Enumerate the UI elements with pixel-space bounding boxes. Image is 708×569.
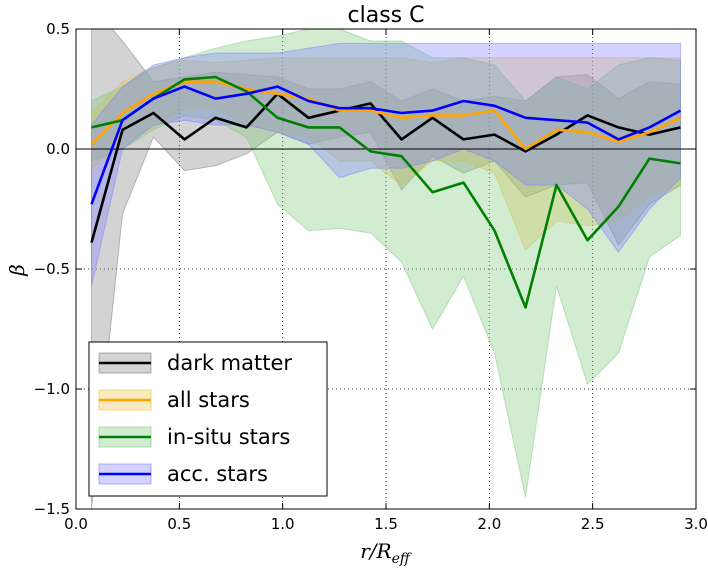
legend-label: all stars — [167, 388, 250, 412]
x-axis-label-subscript: eff — [392, 551, 412, 567]
x-axis-label: r/Reff — [360, 539, 412, 567]
legend-label: in-situ stars — [167, 425, 290, 449]
legend-entry-in-situ-stars: in-situ stars — [98, 425, 290, 449]
x-tick-label-5: 2.5 — [581, 515, 605, 533]
y-axis-label: β — [5, 264, 29, 277]
line-dark-matter — [90, 92, 681, 243]
series-lines — [90, 75, 682, 309]
legend-box — [88, 341, 328, 497]
legend-label: dark matter — [167, 351, 292, 375]
y-tick-label-3: 0.0 — [46, 140, 70, 158]
band-acc-stars — [91, 42, 681, 286]
axis-ticks: 0.0 0.5 1.0 1.5 2.0 2.5 3.0 −1.5 −1.0 −0.5 0.0 0.5 — [34, 20, 708, 533]
y-tick-label-1: −1.0 — [34, 380, 70, 398]
x-tick-label-4: 2.0 — [477, 515, 501, 533]
x-axis-label-main: r/R — [360, 539, 391, 563]
chart-title: class C — [348, 3, 425, 28]
y-tick-label-0: −1.5 — [34, 500, 70, 518]
legend-entry-dark-matter: dark matter — [98, 351, 292, 375]
legend-label: acc. stars — [167, 462, 268, 486]
x-tick-label-0: 0.0 — [64, 515, 88, 533]
line-all-stars — [90, 80, 682, 151]
line-acc-stars — [90, 85, 682, 205]
x-tick-label-3: 1.5 — [374, 515, 398, 533]
y-tick-label-2: −0.5 — [34, 260, 70, 278]
legend: dark matter all stars in-situ stars acc. st… — [88, 341, 328, 497]
line-in-situ-stars — [91, 75, 681, 309]
y-tick-label-4: 0.5 — [46, 20, 70, 38]
legend-entry-acc-stars: acc. stars — [98, 462, 268, 486]
x-tick-label-6: 3.0 — [684, 515, 708, 533]
x-tick-label-1: 0.5 — [167, 515, 191, 533]
legend-entry-all-stars: all stars — [98, 388, 250, 412]
x-tick-label-2: 1.0 — [271, 515, 295, 533]
